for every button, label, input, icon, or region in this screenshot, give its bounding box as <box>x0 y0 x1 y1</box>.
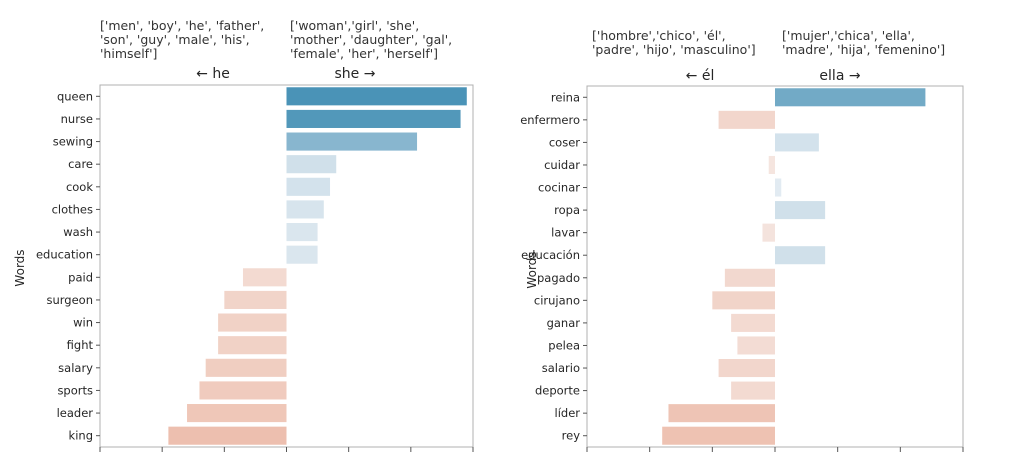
panel-1-bar-sewing <box>286 132 418 151</box>
panel-2-ytick-label-coser: coser <box>549 135 580 149</box>
panel-2-ytick-label-rey: rey <box>562 429 581 443</box>
panel-2-bar-enfermero <box>718 110 775 129</box>
panel-2-bar-lavar <box>762 223 775 242</box>
panel-2-ytick-label-salario: salario <box>542 361 580 375</box>
panel-1-left-words-line: 'himself'] <box>100 46 157 61</box>
panel-1-ytick-label-sports: sports <box>57 383 93 397</box>
panel-2-bar-cirujano <box>712 291 775 310</box>
panel-2-bar-cocinar <box>775 178 782 197</box>
panel-2-bar-ropa <box>775 201 826 220</box>
panel-1-bar-cook <box>286 177 331 196</box>
panel-1-bar-king <box>168 426 287 445</box>
panel-1-bar-sports <box>199 381 287 400</box>
panel-1-left-words-line: ['men', 'boy', 'he', 'father', <box>100 18 264 33</box>
panel-2-bar-pagado <box>724 268 775 287</box>
panel-1-ytick-label-king: king <box>69 429 93 443</box>
panel-1-right-direction-label: she → <box>335 66 376 82</box>
panel-1-y-axis-label: Words <box>13 249 27 286</box>
panel-1-bar-clothes <box>286 200 324 219</box>
panel-2-ytick-label-cocinar: cocinar <box>538 181 580 195</box>
panel-1-left-words-line: 'son', 'guy', 'male', 'his', <box>100 32 250 47</box>
panel-1-ytick-label-cook: cook <box>66 180 93 194</box>
panel-1-ytick-label-education: education <box>36 248 93 262</box>
panel-1-left-direction-label: ← he <box>196 66 230 82</box>
panel-2-bar-reina <box>775 88 926 107</box>
panel-2-left-words-line: 'padre', 'hijo', 'masculino'] <box>592 42 756 57</box>
panel-1-ytick-label-queen: queen <box>57 89 93 103</box>
panel-1-bar-care <box>286 155 337 174</box>
panel-1-ytick-label-fight: fight <box>67 338 94 352</box>
panel-1-bar-win <box>218 313 287 332</box>
panel-1-bar-surgeon <box>224 290 287 309</box>
panel-2-bar-cuidar <box>768 155 775 174</box>
panel-2-ytick-label-lavar: lavar <box>551 226 580 240</box>
panel-2-ytick-label-ropa: ropa <box>554 203 580 217</box>
panel-1-ytick-label-leader: leader <box>57 406 94 420</box>
panel-2-left-words-line: ['hombre','chico', 'él', <box>592 28 726 43</box>
panel-2-bar-líder <box>668 404 775 423</box>
panel-2-ytick-label-pelea: pelea <box>548 338 580 352</box>
panel-1-bar-salary <box>205 358 287 377</box>
panel-1-bar-wash <box>286 223 318 242</box>
panel-2-ytick-label-enfermero: enfermero <box>520 113 580 127</box>
panel-2-bar-deporte <box>731 381 775 400</box>
panel-1-ytick-label-paid: paid <box>68 270 93 284</box>
panel-2-bar-educación <box>775 246 826 265</box>
panel-2-bar-rey <box>662 426 775 445</box>
panel-1-ytick-label-wash: wash <box>63 225 93 239</box>
panel-2-y-axis-label: Words <box>525 251 539 288</box>
panel-1-ytick-label-care: care <box>68 157 93 171</box>
panel-1-bar-paid <box>242 268 287 287</box>
panel-2-right-direction-label: ella → <box>819 68 860 84</box>
panel-1-bar-leader <box>187 404 287 423</box>
panel-2-bar-pelea <box>737 336 775 355</box>
panel-1-ytick-label-sewing: sewing <box>53 135 93 149</box>
panel-1-ytick-label-surgeon: surgeon <box>46 293 93 307</box>
panel-1-bar-nurse <box>286 109 461 128</box>
panel-1-right-words-line: ['woman','girl', 'she', <box>290 18 419 33</box>
panel-1-ytick-label-nurse: nurse <box>61 112 93 126</box>
panel-2-ytick-label-cuidar: cuidar <box>544 158 580 172</box>
panel-1-bar-fight <box>218 336 287 355</box>
panel-2-left-direction-label: ← él <box>686 68 715 84</box>
panel-2-bar-salario <box>718 359 775 378</box>
panel-2-ytick-label-reina: reina <box>551 90 580 104</box>
panel-2-bar-coser <box>775 133 819 152</box>
panel-2-ytick-label-ganar: ganar <box>547 316 581 330</box>
panel-1-bar-queen <box>286 87 467 106</box>
panel-1-ytick-label-win: win <box>73 316 93 330</box>
panel-2-ytick-label-educación: educación <box>521 248 580 262</box>
panel-1-ytick-label-salary: salary <box>58 361 93 375</box>
panel-1-ytick-label-clothes: clothes <box>52 202 93 216</box>
panel-2-right-words-line: ['mujer','chica', 'ella', <box>782 28 915 43</box>
panel-1-bar-education <box>286 245 318 264</box>
panel-1-right-words-line: 'female', 'her', 'herself'] <box>290 46 438 61</box>
panel-2-bar-ganar <box>731 313 775 332</box>
panel-2-right-words-line: 'madre', 'hija', 'femenino'] <box>782 42 945 57</box>
panel-2-ytick-label-líder: líder <box>555 406 581 420</box>
panel-2-ytick-label-deporte: deporte <box>535 384 580 398</box>
panel-2-ytick-label-cirujano: cirujano <box>534 293 580 307</box>
panel-1-right-words-line: 'mother', 'daughter', 'gal', <box>290 32 452 47</box>
panel-2-ytick-label-pagado: pagado <box>537 271 580 285</box>
